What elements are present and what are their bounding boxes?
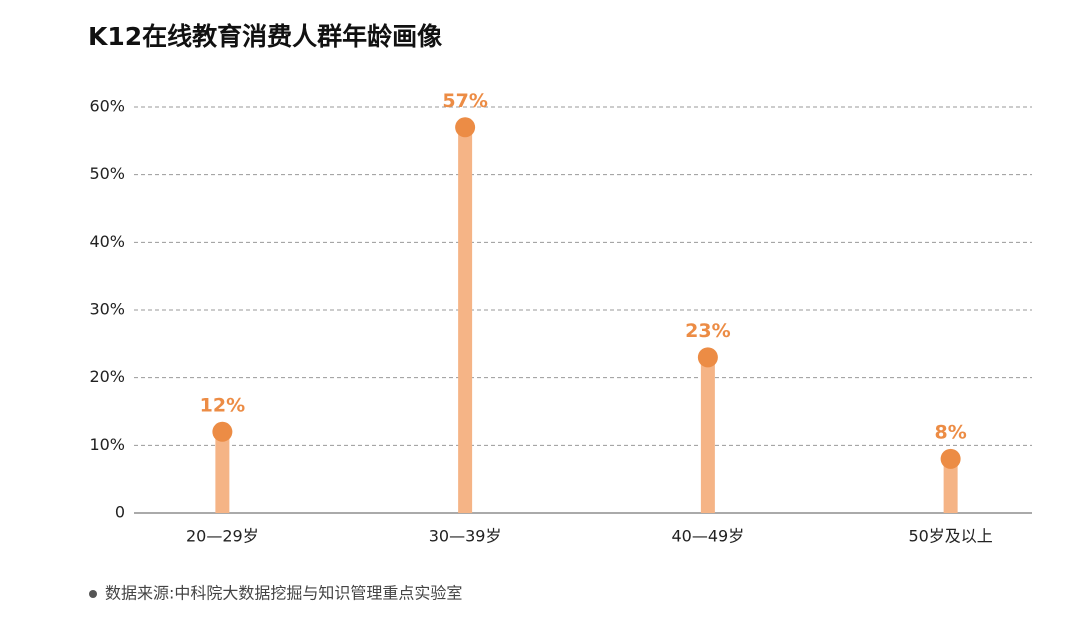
y-tick-label: 10% (89, 435, 125, 454)
value-label: 23% (685, 320, 730, 342)
y-tick-label: 30% (89, 300, 125, 319)
stem (458, 127, 473, 514)
dot (455, 117, 476, 138)
y-tick-label: 0 (115, 503, 125, 522)
value-label: 57% (442, 90, 487, 112)
y-tick-label: 20% (89, 367, 125, 386)
dot (212, 421, 233, 442)
stem (700, 357, 715, 513)
stem (215, 431, 230, 513)
dot (940, 448, 961, 469)
stem (943, 458, 958, 513)
chart-title: K12在线教育消费人群年龄画像 (88, 22, 442, 51)
y-tick-label: 40% (89, 232, 125, 251)
dot (697, 347, 718, 368)
x-tick-label: 40—49岁 (672, 527, 745, 546)
x-tick-label: 30—39岁 (429, 527, 502, 546)
source-bullet (89, 590, 97, 598)
source-note: 数据来源:中科院大数据挖掘与知识管理重点实验室 (105, 584, 462, 603)
value-label: 12% (200, 394, 245, 416)
x-tick-label: 50岁及以上 (908, 527, 992, 546)
x-tick-label: 20—29岁 (186, 527, 259, 546)
y-tick-label: 50% (89, 164, 125, 183)
value-label: 8% (934, 421, 966, 443)
y-tick-label: 60% (89, 97, 125, 116)
